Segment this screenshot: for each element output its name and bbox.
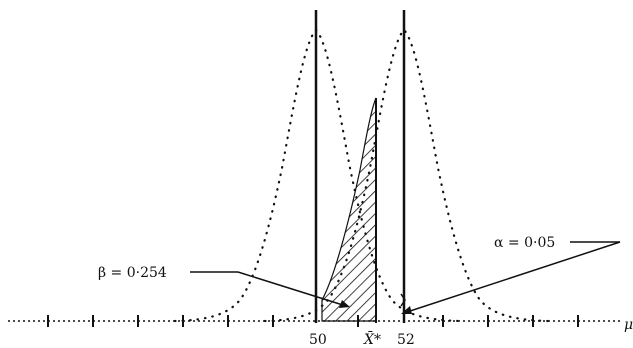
beta-arrow xyxy=(190,271,350,308)
critical-value-label: X̄* xyxy=(363,330,381,348)
beta-shaded-region xyxy=(321,97,377,322)
null-distribution-curve xyxy=(173,28,462,323)
alternative-distribution-curve xyxy=(263,28,550,323)
beta-annotation: β = 0·254 xyxy=(98,265,167,281)
tick-label-50: 50 xyxy=(309,332,327,348)
alpha-annotation: α = 0·05 xyxy=(494,235,555,251)
alpha-tail-mark xyxy=(400,293,406,307)
axis-variable-label: μ xyxy=(624,317,633,333)
tick-label-52: 52 xyxy=(397,332,415,348)
alpha-arrow xyxy=(401,241,621,314)
